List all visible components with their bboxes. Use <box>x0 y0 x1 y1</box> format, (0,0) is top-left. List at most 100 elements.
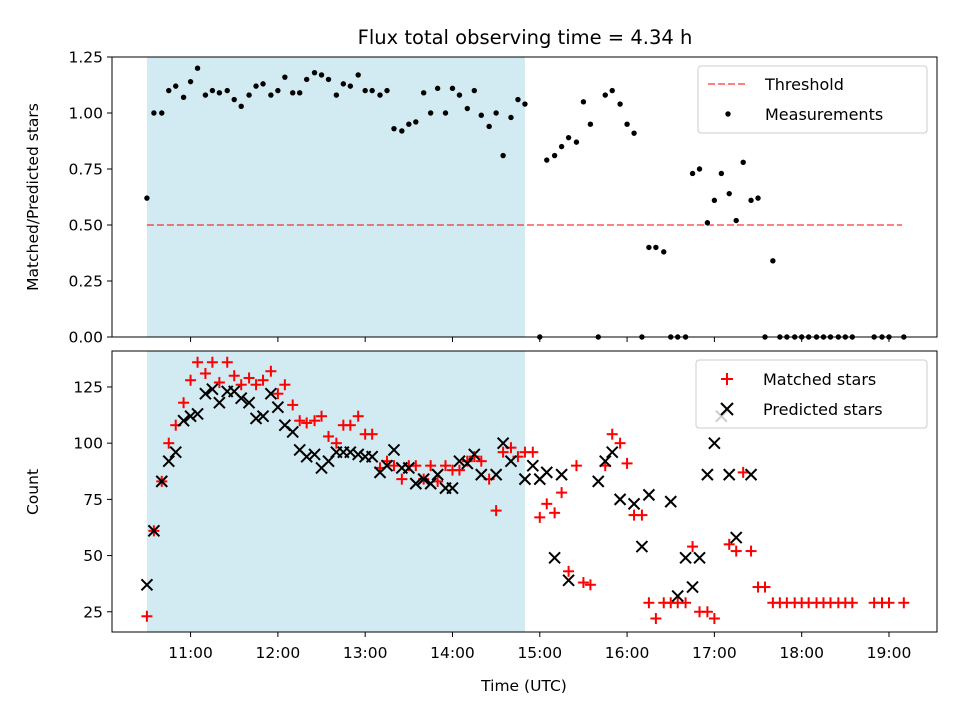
matched-point <box>287 399 299 411</box>
measurement-point <box>486 123 492 130</box>
matched-point <box>737 466 749 478</box>
matched-point <box>680 597 692 609</box>
measurement-point <box>770 258 776 264</box>
matched-point <box>272 388 284 400</box>
predicted-point <box>242 396 256 409</box>
measurement-point <box>573 139 580 145</box>
matched-point <box>396 473 408 485</box>
matched-point <box>301 417 313 429</box>
predicted-point <box>387 443 401 457</box>
matched-point <box>643 597 655 609</box>
predicted-point <box>155 475 168 488</box>
count-xtick-label: 19:00 <box>867 644 912 662</box>
predicted-point <box>642 488 656 502</box>
predicted-point <box>599 454 612 468</box>
chart-title: Flux total observing time = 4.34 h <box>358 26 693 49</box>
matched-point <box>309 415 321 427</box>
measurement-point <box>144 195 150 201</box>
matched-point <box>250 379 262 391</box>
ratio-legend-box <box>697 65 928 134</box>
count-xtick-label: 13:00 <box>343 644 388 662</box>
matched-point <box>294 415 306 427</box>
predicted-point <box>606 445 619 459</box>
predicted-point <box>729 531 743 544</box>
matched-point <box>584 579 596 591</box>
measurement-point <box>631 130 637 136</box>
predicted-point <box>518 472 532 486</box>
predicted-point <box>402 461 416 475</box>
predicted-point <box>417 472 430 486</box>
matched-point <box>425 460 437 472</box>
measurement-point <box>733 217 739 224</box>
count-xtick-label: 11:00 <box>168 644 213 662</box>
matched-point <box>701 606 713 618</box>
measurement-point <box>456 92 463 98</box>
measurement-point <box>238 103 244 109</box>
measurement-point <box>609 87 615 94</box>
measurement-point <box>318 72 325 78</box>
measurement-point <box>661 249 667 255</box>
measurement-point <box>624 121 630 127</box>
matched-point <box>316 410 328 422</box>
measurement-point <box>325 76 332 83</box>
matched-point <box>192 356 204 368</box>
count-ytick-label: 75 <box>83 491 103 509</box>
matched-point <box>883 597 895 609</box>
predicted-point <box>300 450 313 463</box>
legend-measurements-label: Measurements <box>765 105 883 124</box>
predicted-point <box>526 459 540 472</box>
matched-point <box>141 610 153 622</box>
measurement-point <box>369 87 375 94</box>
matched-point <box>606 428 618 440</box>
predicted-point <box>256 409 270 423</box>
ratio-ytick-label: 0.50 <box>68 217 103 235</box>
count-xtick-label: 18:00 <box>779 644 824 662</box>
measurement-point <box>427 110 434 116</box>
measurement-point <box>399 128 405 134</box>
matched-point <box>745 545 757 557</box>
legend-predicted-label: Predicted stars <box>763 400 883 419</box>
measurement-point <box>406 121 412 127</box>
predicted-point <box>249 412 263 425</box>
predicted-point <box>540 466 553 479</box>
ratio-axes-frame <box>111 56 938 338</box>
measurement-point <box>296 90 303 96</box>
measurement-point <box>726 190 732 197</box>
measurement-point <box>515 96 521 103</box>
measurement-point <box>646 244 652 251</box>
matched-point <box>439 460 451 472</box>
measurement-point <box>478 112 484 118</box>
matched-point <box>723 538 735 550</box>
matched-point <box>352 410 364 422</box>
count-xtick-label: 15:00 <box>517 644 562 662</box>
matched-point <box>206 356 218 368</box>
predicted-point <box>184 409 197 423</box>
measurement-point <box>216 90 223 96</box>
predicted-point <box>424 477 437 490</box>
matched-point <box>475 455 487 467</box>
measurement-point <box>355 72 361 78</box>
predicted-point <box>613 493 627 506</box>
measurement-point <box>602 92 608 98</box>
measurement-point <box>558 143 565 150</box>
predicted-point <box>380 459 394 472</box>
matched-point <box>527 446 539 458</box>
matched-point <box>534 511 546 523</box>
predicted-point <box>461 457 474 470</box>
matched-point <box>730 545 742 557</box>
predicted-point <box>693 551 706 565</box>
predicted-point <box>708 436 721 450</box>
measurement-point <box>493 110 499 116</box>
measurement-point <box>748 197 754 204</box>
ratio-ytick-label: 0.75 <box>68 161 103 179</box>
predicted-point <box>664 495 677 508</box>
matched-point <box>621 457 633 469</box>
matched-point <box>388 460 400 472</box>
predicted-point <box>701 468 714 481</box>
predicted-point <box>162 454 175 468</box>
predicted-point <box>213 396 226 409</box>
matched-point <box>846 597 858 609</box>
measurement-point <box>253 83 259 89</box>
ratio-ylabel: Matched/Predicted stars <box>24 103 42 291</box>
matched-point <box>461 455 473 467</box>
